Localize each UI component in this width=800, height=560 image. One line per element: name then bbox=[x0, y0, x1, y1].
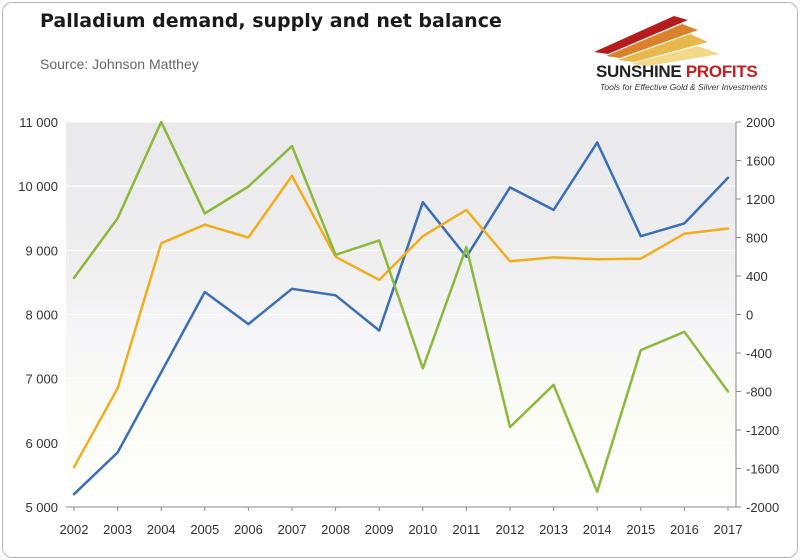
y-right-tick-label: -1200 bbox=[746, 423, 779, 438]
y-left-tick-label: 10 000 bbox=[18, 179, 58, 194]
x-tick-label: 2007 bbox=[278, 522, 307, 537]
series-line-1 bbox=[72, 141, 730, 496]
y-right-tick-label: -1600 bbox=[746, 462, 779, 477]
logo-brand-main: SUNSHINE bbox=[596, 62, 682, 81]
x-tick-label: 2011 bbox=[452, 522, 480, 537]
y-right-tick-label: 1600 bbox=[746, 154, 775, 169]
y-right-tick-label: 1200 bbox=[746, 192, 775, 207]
x-tick-label: 2002 bbox=[60, 522, 89, 537]
y-right-tick-label: 800 bbox=[746, 231, 768, 246]
y-left-tick-label: 6 000 bbox=[25, 436, 58, 451]
y-left-tick-label: 9 000 bbox=[25, 243, 58, 258]
x-tick-label: 2010 bbox=[408, 522, 437, 537]
tick-labels: 5 000 6 000 7 000 8 000 9 000 10 000 11 000 -20… bbox=[18, 115, 779, 537]
x-tick-label: 2016 bbox=[670, 522, 699, 537]
series-line-3 bbox=[72, 120, 730, 493]
x-tick-label: 2014 bbox=[583, 522, 612, 537]
y-left-tick-label: 8 000 bbox=[25, 308, 58, 323]
series-lines bbox=[72, 120, 730, 496]
x-tick-label: 2012 bbox=[496, 522, 525, 537]
y-left-tick-label: 7 000 bbox=[25, 372, 58, 387]
logo-tagline: Tools for Effective Gold & Silver Invest… bbox=[600, 82, 768, 92]
x-tick-label: 2009 bbox=[365, 522, 394, 537]
y-left-tick-label: 11 000 bbox=[19, 115, 58, 130]
x-tick-label: 2004 bbox=[147, 522, 176, 537]
logo-swoosh-icon bbox=[594, 16, 720, 66]
grid-lines bbox=[66, 121, 736, 508]
x-tick-label: 2003 bbox=[103, 522, 132, 537]
y-right-tick-label: -800 bbox=[746, 385, 772, 400]
logo-wordmark: SUNSHINE PROFITS bbox=[596, 62, 758, 82]
x-tick-label: 2008 bbox=[321, 522, 350, 537]
y-right-tick-label: -400 bbox=[746, 346, 772, 361]
x-tick-label: 2015 bbox=[626, 522, 655, 537]
x-tick-label: 2006 bbox=[234, 522, 263, 537]
x-tick-label: 2017 bbox=[714, 522, 743, 537]
series-line-2 bbox=[72, 174, 730, 469]
chart-source: Source: Johnson Matthey bbox=[40, 56, 199, 72]
y-left-tick-label: 5 000 bbox=[25, 500, 58, 515]
y-right-tick-label: 0 bbox=[746, 308, 753, 323]
logo-brand-accent: PROFITS bbox=[685, 62, 758, 81]
x-tick-label: 2005 bbox=[190, 522, 219, 537]
x-tick-label: 2013 bbox=[539, 522, 568, 537]
y-right-tick-label: 400 bbox=[746, 269, 768, 284]
y-right-tick-label: 2000 bbox=[746, 115, 775, 130]
y-right-tick-label: -2000 bbox=[746, 500, 779, 515]
chart-title: Palladium demand, supply and net balance bbox=[40, 10, 502, 32]
axes bbox=[66, 121, 741, 511]
